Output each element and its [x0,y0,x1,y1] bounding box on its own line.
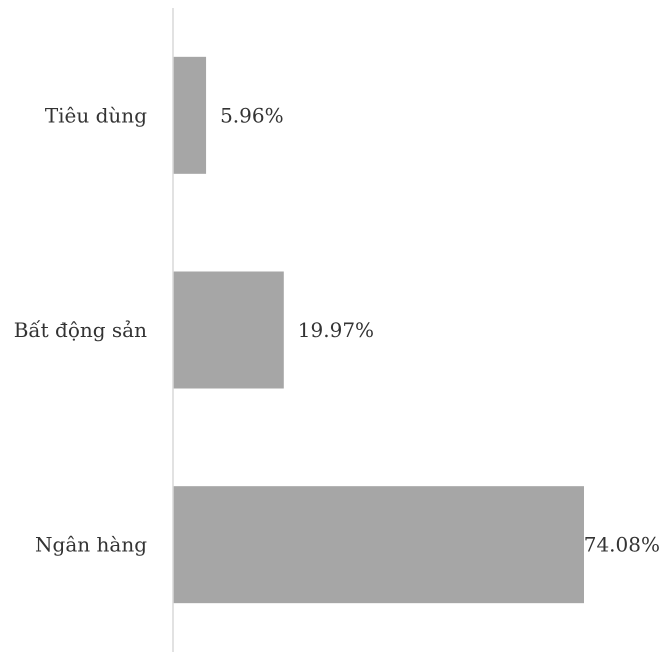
category-label-0: Tiêu dùng [45,103,147,127]
labels-group: Tiêu dùng 5.96% Bất động sản 19.97% Ngân hàn… [14,103,660,556]
bar-2 [173,486,584,604]
bars-group [173,56,584,604]
value-label-0: 5.96% [220,103,284,127]
value-label-1: 19.97% [298,318,374,342]
bar-1 [173,271,284,389]
value-label-2: 74.08% [584,533,660,557]
bar-0 [173,56,207,174]
category-label-2: Ngân hàng [35,533,147,557]
category-label-1: Bất động sản [14,318,147,342]
